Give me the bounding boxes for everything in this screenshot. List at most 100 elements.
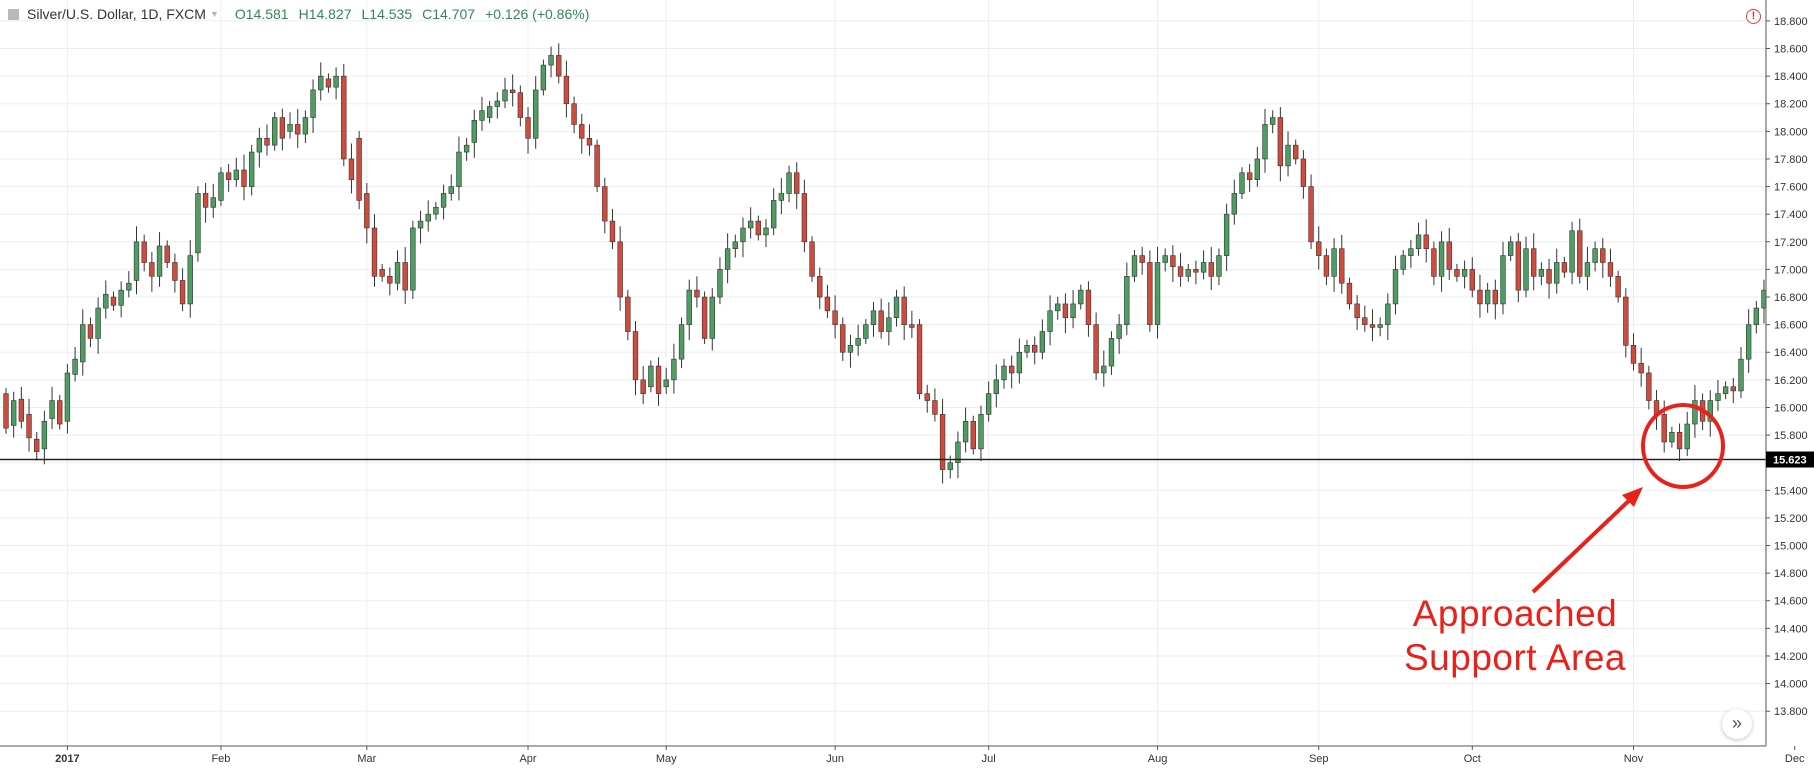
candle <box>1008 355 1015 389</box>
candle-body <box>1423 234 1429 249</box>
candle-body <box>1008 365 1015 374</box>
candle-body <box>287 124 293 132</box>
candle-body <box>1438 241 1445 277</box>
candle-body <box>755 220 762 236</box>
candle-body <box>218 172 224 201</box>
candle-body <box>1615 276 1621 298</box>
candle <box>993 364 999 408</box>
candle-body <box>1507 241 1514 256</box>
candle-body <box>801 193 808 243</box>
candle <box>264 124 270 156</box>
candle <box>617 226 623 311</box>
candle <box>1369 309 1376 342</box>
price-tick-label: 15.400 <box>1774 485 1808 497</box>
candle-body <box>724 248 731 270</box>
candle <box>18 387 25 429</box>
candle <box>1546 258 1552 299</box>
candle-body <box>1016 351 1023 374</box>
price-tick-label: 18.600 <box>1774 44 1808 56</box>
candle <box>1638 347 1644 387</box>
candle-body <box>1669 432 1675 443</box>
candle <box>724 233 731 284</box>
candle <box>602 177 608 234</box>
time-tick-label: Dec <box>1785 753 1805 765</box>
candle <box>609 208 616 249</box>
price-axis[interactable]: 13.800 14.000 14.200 14.400 14.600 14.800 15.0… <box>1765 0 1814 772</box>
candle-body <box>778 193 785 201</box>
candle-body <box>717 269 723 298</box>
candle <box>1316 226 1322 270</box>
candle <box>72 346 78 382</box>
candle <box>1684 411 1690 457</box>
candle-body <box>1239 172 1245 194</box>
candle <box>794 162 800 209</box>
candle-body <box>1600 248 1606 263</box>
candle-body <box>463 144 470 153</box>
candle <box>1101 350 1107 387</box>
caret-down-icon[interactable]: ▼ <box>209 9 219 19</box>
candle <box>233 157 239 187</box>
candle-body <box>1676 432 1683 450</box>
candle <box>1431 241 1437 286</box>
candle <box>172 253 178 293</box>
candle-body <box>1492 289 1498 305</box>
candle-body <box>1101 365 1107 374</box>
candle-body <box>302 117 309 135</box>
candle <box>202 182 209 223</box>
candle-body <box>1523 248 1529 291</box>
candle <box>763 219 769 248</box>
candle-body <box>701 296 708 339</box>
price-tick-label: 14.200 <box>1774 651 1808 663</box>
candle <box>310 79 316 134</box>
candle <box>586 124 593 156</box>
candle <box>463 137 470 161</box>
candle-body <box>1223 213 1230 256</box>
candle <box>556 43 562 84</box>
candle <box>579 113 585 154</box>
candle-body <box>1569 230 1575 273</box>
candle-body <box>686 289 692 325</box>
symbol-legend[interactable]: Silver/U.S. Dollar, 1D, FXCM ▼ O14.581 H… <box>8 6 589 22</box>
candle-body <box>1646 372 1652 401</box>
candle <box>970 415 976 455</box>
candle-body <box>440 193 447 208</box>
candle-body <box>1730 386 1736 392</box>
candle-body <box>855 338 861 346</box>
candle <box>1331 238 1337 292</box>
candle <box>1653 390 1660 430</box>
candle <box>3 388 9 434</box>
candle-body <box>794 172 800 194</box>
candle <box>870 301 877 337</box>
candle-body <box>26 414 32 439</box>
candle-body <box>1584 262 1591 277</box>
candle-body <box>947 462 953 470</box>
candle-body <box>893 296 900 319</box>
time-tick-label: Nov <box>1624 753 1644 765</box>
candle <box>632 321 639 396</box>
candle-body <box>786 172 792 194</box>
candle-body <box>962 420 969 443</box>
candle-body <box>1124 276 1130 325</box>
candle <box>456 136 462 201</box>
candle <box>817 267 823 310</box>
candle-body <box>1484 289 1491 305</box>
alert-icon[interactable]: ! <box>1746 9 1761 24</box>
candle <box>1715 379 1721 412</box>
candle <box>141 234 147 272</box>
symbol-name[interactable]: Silver/U.S. Dollar, 1D, FXCM <box>27 6 206 22</box>
candle <box>1438 231 1445 292</box>
candle <box>732 234 738 258</box>
candle-body <box>264 137 270 146</box>
candle-body <box>3 393 9 429</box>
candle <box>540 59 547 96</box>
candle-body <box>579 124 585 139</box>
candle-body <box>41 420 48 450</box>
candle-body <box>456 151 462 187</box>
price-tick-label: 16.200 <box>1774 375 1808 387</box>
time-axis[interactable]: 2017 Feb Mar Apr May Jun Jul Aug Sep Oct Nov Dec <box>0 745 1805 765</box>
candle <box>287 112 293 139</box>
candle-body <box>1032 345 1038 353</box>
candle <box>1139 246 1145 275</box>
scroll-to-realtime-button[interactable]: » <box>1722 709 1752 739</box>
